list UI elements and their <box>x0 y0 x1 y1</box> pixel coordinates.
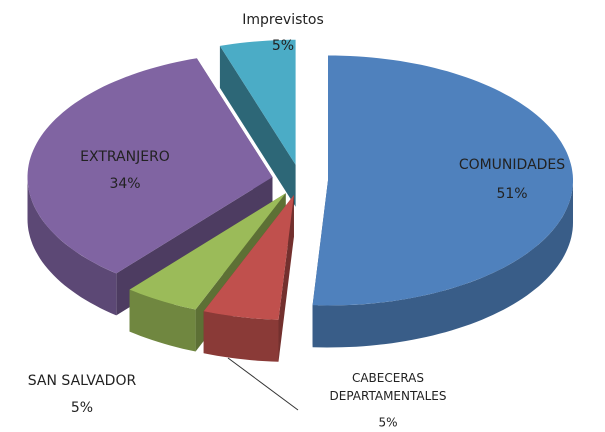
slice <box>312 55 573 306</box>
slice-wall <box>203 311 279 362</box>
category-label: CABECERAS DEPARTAMENTALES <box>329 371 447 403</box>
slice-wall <box>129 289 196 352</box>
value-label: 34% <box>109 176 140 192</box>
slice-wall <box>27 177 117 316</box>
slice <box>129 193 286 310</box>
category-label: EXTRANJERO <box>80 149 170 165</box>
slice-side <box>219 45 296 207</box>
category-label: Imprevistos <box>242 12 324 28</box>
slice <box>203 195 294 320</box>
slices <box>27 39 573 362</box>
slice <box>219 39 296 165</box>
value-label: 5% <box>71 400 93 416</box>
category-label: COMUNIDADES <box>459 157 565 173</box>
value-label: 5% <box>272 38 294 54</box>
slice-wall <box>312 180 573 348</box>
leader-line <box>227 357 299 411</box>
value-label: 51% <box>496 186 527 202</box>
category-label: SAN SALVADOR <box>28 373 137 389</box>
slice <box>27 58 273 274</box>
value-label: 5% <box>378 416 397 430</box>
